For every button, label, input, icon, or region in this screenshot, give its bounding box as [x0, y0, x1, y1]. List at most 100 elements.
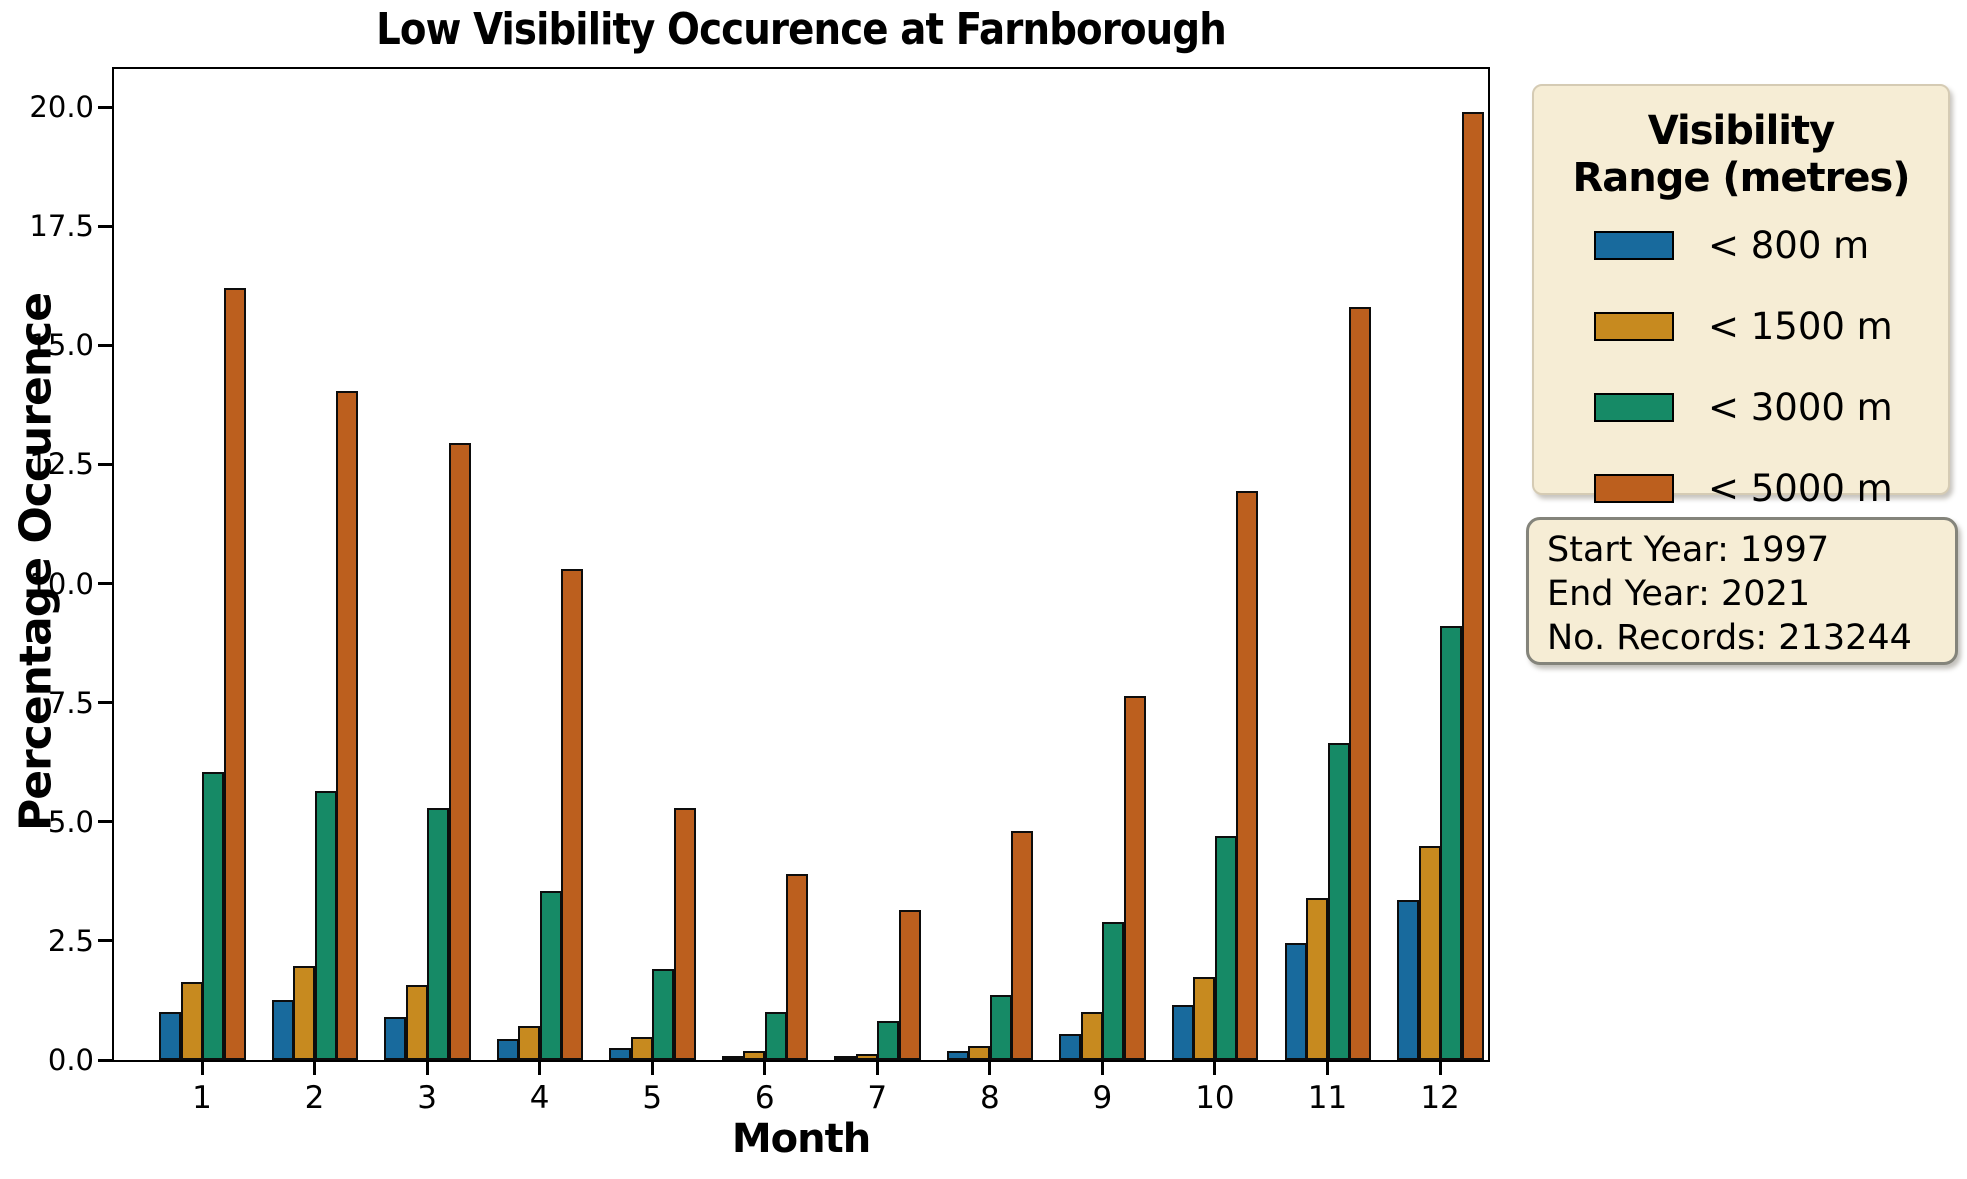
- bar-month6-lt-3000m: [764, 1012, 787, 1060]
- x-tick-mark: [1100, 1062, 1104, 1075]
- legend-title-line1: Visibility: [1647, 108, 1835, 154]
- bar-group-month-12: [1397, 69, 1484, 1060]
- bar-month2-lt-3000m: [314, 790, 337, 1060]
- bar-month7-lt-3000m: [877, 1020, 900, 1060]
- bar-month2-lt-5000m: [336, 390, 359, 1060]
- bar-month1-lt-1500m: [180, 982, 203, 1060]
- bar-month7-lt-5000m: [898, 909, 921, 1060]
- bar-month9-lt-3000m: [1102, 921, 1125, 1060]
- bar-month4-lt-800m: [496, 1038, 519, 1060]
- bar-month4-lt-1500m: [518, 1025, 541, 1060]
- y-tick-label: 7.5: [47, 685, 94, 720]
- x-tick-label: 7: [867, 1080, 888, 1116]
- x-tick-mark: [650, 1062, 654, 1075]
- x-tick-label: 11: [1307, 1080, 1348, 1116]
- bar-month6-lt-1500m: [743, 1051, 766, 1060]
- x-tick-label: 8: [979, 1080, 1000, 1116]
- y-tick-mark: [98, 820, 112, 824]
- x-tick-mark: [1438, 1062, 1442, 1075]
- x-tick-mark: [763, 1062, 767, 1075]
- bar-group-month-6: [721, 69, 809, 1060]
- x-tick-label: 3: [417, 1080, 437, 1116]
- info-box: Start Year: 1997 End Year: 2021 No. Reco…: [1526, 517, 1958, 665]
- x-tick-mark: [875, 1062, 879, 1075]
- plot-area: 0.0 2.5 5.0 7.5 10.0 12.5 15.0 17.5 20.0 1 2 3 4 5 6 7 8…: [29, 67, 1490, 1115]
- x-tick-mark: [425, 1062, 429, 1075]
- bar-group-month-9: [1059, 69, 1146, 1060]
- x-tick-label: 12: [1420, 1080, 1460, 1116]
- bar-month10-lt-1500m: [1193, 976, 1216, 1060]
- x-tick-mark: [1213, 1062, 1217, 1075]
- bar-month3-lt-800m: [384, 1017, 407, 1060]
- bar-month2-lt-800m: [271, 1000, 294, 1060]
- bar-month12-lt-5000m: [1461, 111, 1484, 1060]
- bar-group-month-7: [834, 69, 921, 1060]
- x-tick-mark: [1326, 1062, 1329, 1075]
- bar-month10-lt-3000m: [1214, 836, 1237, 1060]
- bar-month5-lt-800m: [609, 1048, 632, 1060]
- legend-entry-label: < 3000 m: [1708, 386, 1893, 429]
- y-tick-label: 10.0: [29, 566, 94, 601]
- y-tick-label: 0.0: [47, 1043, 94, 1077]
- y-tick-label: 2.5: [47, 923, 94, 958]
- x-tick-mark: [988, 1062, 992, 1075]
- x-tick-mark: [313, 1062, 317, 1075]
- bar-month12-lt-1500m: [1418, 845, 1441, 1060]
- legend-entry-800m: < 800 m: [1594, 224, 1893, 267]
- x-tick-label: 1: [192, 1080, 212, 1116]
- legend-entry-5000m: < 5000 m: [1594, 467, 1893, 510]
- x-axis-label: Month: [731, 1116, 871, 1162]
- bar-month11-lt-3000m: [1327, 743, 1350, 1060]
- x-tick-mark: [200, 1062, 204, 1075]
- legend-entry-label: < 1500 m: [1708, 305, 1893, 348]
- bar-month10-lt-800m: [1171, 1005, 1194, 1060]
- bar-month9-lt-800m: [1059, 1033, 1082, 1060]
- bar-month8-lt-800m: [946, 1051, 969, 1060]
- bar-group-month-1: [159, 69, 246, 1060]
- x-tick-label: 9: [1092, 1080, 1113, 1116]
- bar-month3-lt-5000m: [448, 443, 471, 1060]
- bar-month8-lt-5000m: [1011, 831, 1034, 1060]
- legend-swatch-3000m-icon: [1594, 393, 1674, 422]
- bar-month7-lt-800m: [834, 1056, 857, 1060]
- x-tick-label: 6: [754, 1080, 775, 1116]
- bar-month6-lt-5000m: [786, 874, 809, 1060]
- bar-month10-lt-5000m: [1236, 490, 1259, 1060]
- chart-title: Low Visibility Occurence at Farnborough: [376, 4, 1227, 55]
- bar-month5-lt-3000m: [652, 969, 675, 1060]
- bar-month3-lt-1500m: [405, 985, 428, 1060]
- bar-month11-lt-1500m: [1306, 898, 1328, 1060]
- y-tick-label: 5.0: [47, 804, 94, 839]
- bar-month8-lt-1500m: [968, 1046, 991, 1060]
- bar-month4-lt-5000m: [561, 569, 584, 1060]
- legend-entry-1500m: < 1500 m: [1594, 305, 1893, 348]
- bar-month1-lt-3000m: [202, 771, 224, 1060]
- y-tick-mark: [98, 1058, 112, 1062]
- bar-month5-lt-5000m: [673, 807, 696, 1060]
- legend-swatch-5000m-icon: [1594, 474, 1674, 503]
- bar-month6-lt-800m: [721, 1056, 744, 1060]
- bar-month11-lt-800m: [1284, 943, 1307, 1060]
- y-tick-mark: [98, 343, 112, 347]
- bar-month5-lt-1500m: [630, 1036, 653, 1060]
- bar-month9-lt-1500m: [1080, 1012, 1103, 1060]
- y-tick-label: 12.5: [29, 447, 94, 482]
- bar-group-month-4: [496, 69, 584, 1060]
- y-axis-label: Percentage Occurence: [10, 292, 62, 832]
- info-start-year: Start Year: 1997: [1547, 530, 1830, 570]
- bar-month12-lt-3000m: [1440, 626, 1463, 1060]
- y-tick-mark: [98, 701, 112, 705]
- x-tick-label: 5: [642, 1080, 663, 1116]
- y-tick-mark: [98, 105, 112, 109]
- y-tick-label: 20.0: [29, 90, 94, 125]
- legend-swatch-800m-icon: [1594, 231, 1674, 260]
- bar-month2-lt-1500m: [293, 966, 316, 1060]
- bar-group-month-11: [1284, 69, 1371, 1060]
- y-tick-mark: [98, 224, 112, 228]
- legend-swatch-1500m-icon: [1594, 312, 1674, 341]
- bar-group-month-3: [384, 69, 471, 1060]
- bar-group-month-2: [271, 69, 359, 1060]
- bar-month8-lt-3000m: [989, 995, 1012, 1060]
- legend-entry-3000m: < 3000 m: [1594, 386, 1893, 429]
